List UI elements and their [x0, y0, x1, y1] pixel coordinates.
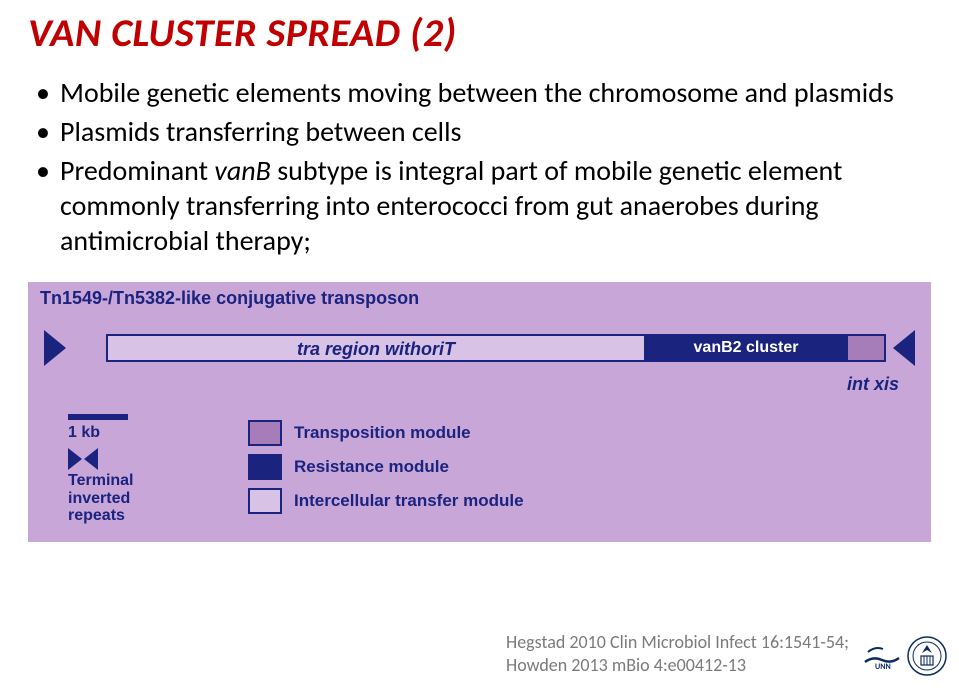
page-title: VAN CLUSTER SPREAD (2) [28, 8, 931, 57]
legend-label: Resistance module [294, 457, 449, 477]
legend-row: Resistance module [248, 454, 524, 480]
legend-row: Intercellular transfer module [248, 488, 524, 514]
scale-label: 1 kb [68, 424, 134, 442]
tir-icon [68, 448, 134, 470]
legend-modules: Transposition module Resistance module I… [248, 420, 524, 522]
bullet-list: Mobile genetic elements moving between t… [28, 75, 931, 258]
terminal-repeat-left-icon [44, 330, 66, 366]
vanb2-cluster-label: vanB2 cluster [648, 339, 844, 357]
bullet-item: Predominant vanB subtype is integral par… [36, 153, 931, 258]
legend-left: 1 kb Terminal inverted repeats [68, 414, 134, 525]
tir-label-3: repeats [68, 507, 134, 525]
references: Hegstad 2010 Clin Microbiol Infect 16:15… [506, 631, 849, 676]
tra-region-label: tra region withoriT [108, 339, 644, 360]
legend-label: Intercellular transfer module [294, 491, 524, 511]
int-xis-label: int xis [847, 374, 899, 395]
terminal-repeat-right-icon [893, 330, 915, 366]
tir-label-1: Terminal [68, 472, 134, 490]
legend-label: Transposition module [294, 423, 471, 443]
swatch-transposition-icon [248, 420, 282, 446]
scale-bar-icon [68, 414, 128, 420]
unn-logo-icon: UNN [861, 640, 903, 670]
tra-region-segment: tra region withoriT [106, 334, 646, 362]
reference-line: Hegstad 2010 Clin Microbiol Infect 16:15… [506, 631, 849, 654]
bullet-item: Plasmids transferring between cells [36, 114, 931, 149]
svg-text:UNN: UNN [875, 662, 891, 670]
legend-row: Transposition module [248, 420, 524, 446]
bullet-text-pre: Predominant [60, 153, 214, 188]
tir-label-2: inverted [68, 490, 134, 508]
int-xis-segment [846, 334, 886, 362]
transposon-diagram: Tn1549-/Tn5382-like conjugative transpos… [28, 282, 931, 542]
university-seal-icon [907, 636, 947, 676]
gene-name: vanB [214, 153, 271, 188]
swatch-transfer-icon [248, 488, 282, 514]
swatch-resistance-icon [248, 454, 282, 480]
bullet-item: Mobile genetic elements moving between t… [36, 75, 931, 110]
vanb2-cluster-segment: vanB2 cluster [646, 334, 846, 362]
transposon-bar: tra region withoriT vanB2 cluster [68, 334, 888, 362]
diagram-title: Tn1549-/Tn5382-like conjugative transpos… [40, 288, 419, 309]
reference-line: Howden 2013 mBio 4:e00412-13 [506, 654, 849, 677]
